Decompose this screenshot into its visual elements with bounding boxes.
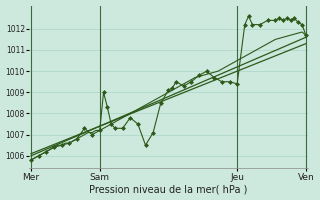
X-axis label: Pression niveau de la mer( hPa ): Pression niveau de la mer( hPa ) [89,184,248,194]
